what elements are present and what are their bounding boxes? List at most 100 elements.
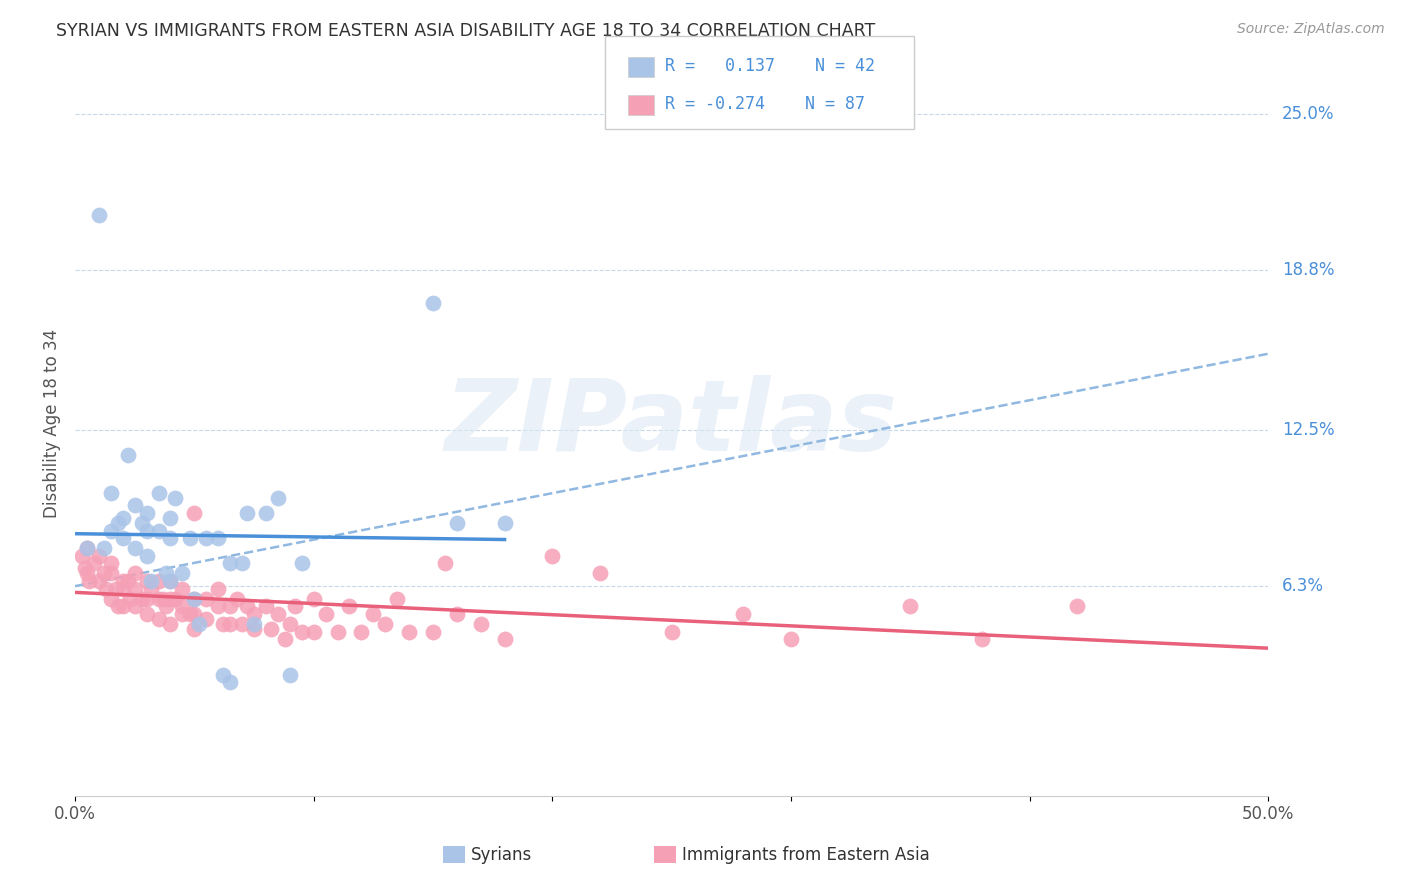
- Point: [195, 612, 218, 626]
- Point: [219, 557, 242, 571]
- Point: [398, 624, 420, 639]
- Point: [159, 617, 181, 632]
- Point: [589, 566, 612, 581]
- Point: [93, 566, 115, 581]
- Point: [135, 549, 157, 563]
- Point: [212, 667, 235, 681]
- Point: [124, 566, 146, 581]
- Point: [117, 448, 139, 462]
- Point: [733, 607, 755, 621]
- Point: [148, 524, 170, 538]
- Text: Immigrants from Eastern Asia: Immigrants from Eastern Asia: [682, 846, 929, 863]
- Point: [422, 296, 444, 310]
- Point: [446, 607, 468, 621]
- Point: [172, 566, 194, 581]
- Point: [350, 624, 373, 639]
- Text: 25.0%: 25.0%: [1282, 105, 1334, 123]
- Point: [141, 582, 163, 596]
- Point: [291, 557, 314, 571]
- Point: [73, 561, 96, 575]
- Point: [87, 208, 110, 222]
- Point: [433, 557, 456, 571]
- Point: [231, 617, 253, 632]
- Point: [183, 506, 205, 520]
- Point: [188, 617, 211, 632]
- Point: [243, 607, 266, 621]
- Point: [79, 574, 101, 588]
- Point: [152, 591, 174, 606]
- Point: [195, 531, 218, 545]
- Point: [291, 624, 314, 639]
- Point: [219, 599, 242, 614]
- Point: [111, 582, 134, 596]
- Point: [254, 599, 277, 614]
- Point: [446, 516, 468, 530]
- Point: [541, 549, 564, 563]
- Y-axis label: Disability Age 18 to 34: Disability Age 18 to 34: [44, 328, 60, 517]
- Point: [422, 624, 444, 639]
- Point: [155, 566, 177, 581]
- Text: SYRIAN VS IMMIGRANTS FROM EASTERN ASIA DISABILITY AGE 18 TO 34 CORRELATION CHART: SYRIAN VS IMMIGRANTS FROM EASTERN ASIA D…: [56, 22, 876, 40]
- Point: [326, 624, 349, 639]
- Point: [111, 599, 134, 614]
- Point: [207, 582, 229, 596]
- Point: [100, 524, 122, 538]
- Point: [315, 607, 337, 621]
- Point: [117, 574, 139, 588]
- Point: [172, 582, 194, 596]
- Point: [374, 617, 396, 632]
- Point: [100, 566, 122, 581]
- Point: [183, 591, 205, 606]
- Text: R = -0.274    N = 87: R = -0.274 N = 87: [665, 95, 865, 112]
- Point: [111, 511, 134, 525]
- Point: [107, 599, 129, 614]
- Point: [302, 591, 325, 606]
- Text: Source: ZipAtlas.com: Source: ZipAtlas.com: [1237, 22, 1385, 37]
- Point: [302, 624, 325, 639]
- Point: [274, 632, 297, 647]
- Point: [898, 599, 921, 614]
- Text: Syrians: Syrians: [471, 846, 533, 863]
- Point: [111, 574, 134, 588]
- Point: [179, 607, 201, 621]
- Point: [70, 549, 93, 563]
- Point: [165, 591, 187, 606]
- Point: [470, 617, 492, 632]
- Point: [159, 511, 181, 525]
- Point: [76, 566, 98, 581]
- Point: [104, 582, 127, 596]
- Point: [236, 599, 259, 614]
- Point: [267, 607, 290, 621]
- Point: [260, 622, 283, 636]
- Point: [494, 632, 516, 647]
- Point: [970, 632, 993, 647]
- Point: [76, 541, 98, 556]
- Point: [135, 524, 157, 538]
- Text: 18.8%: 18.8%: [1282, 261, 1334, 279]
- Point: [219, 675, 242, 690]
- Point: [87, 574, 110, 588]
- Point: [661, 624, 683, 639]
- Point: [183, 591, 205, 606]
- Point: [195, 591, 218, 606]
- Point: [76, 541, 98, 556]
- Point: [207, 531, 229, 545]
- Point: [226, 591, 249, 606]
- Point: [124, 582, 146, 596]
- Point: [159, 591, 181, 606]
- Point: [107, 516, 129, 530]
- Point: [254, 506, 277, 520]
- Point: [236, 506, 259, 520]
- Text: R =   0.137    N = 42: R = 0.137 N = 42: [665, 56, 875, 75]
- Point: [135, 607, 157, 621]
- Point: [100, 557, 122, 571]
- Point: [172, 599, 194, 614]
- Text: 12.5%: 12.5%: [1282, 420, 1334, 439]
- Point: [124, 498, 146, 512]
- Point: [278, 617, 301, 632]
- Point: [165, 491, 187, 505]
- Point: [111, 531, 134, 545]
- Point: [159, 531, 181, 545]
- Point: [385, 591, 408, 606]
- Text: 6.3%: 6.3%: [1282, 577, 1324, 595]
